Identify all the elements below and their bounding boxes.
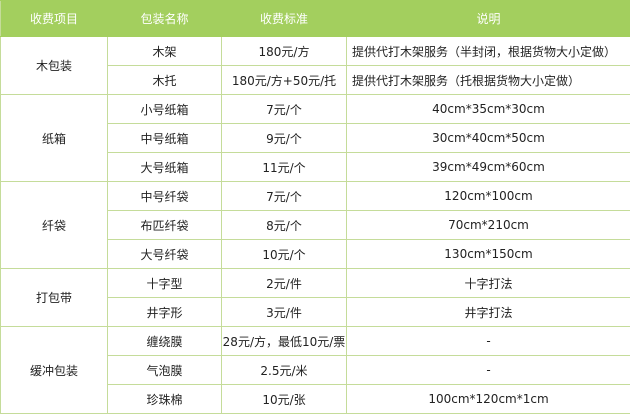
price-cell: 9元/个 bbox=[222, 124, 347, 153]
note-cell: 100cm*120cm*1cm bbox=[347, 385, 630, 414]
package-name-cell: 缠绕膜 bbox=[108, 327, 222, 356]
package-name-cell: 木托 bbox=[108, 66, 222, 95]
package-name-cell: 中号纤袋 bbox=[108, 182, 222, 211]
price-cell: 11元/个 bbox=[222, 153, 347, 182]
price-cell: 180元/方 bbox=[222, 37, 347, 66]
package-name-cell: 小号纸箱 bbox=[108, 95, 222, 124]
note-cell: - bbox=[347, 327, 630, 356]
package-name-cell: 井字形 bbox=[108, 298, 222, 327]
note-cell: 40cm*35cm*30cm bbox=[347, 95, 630, 124]
category-cell: 纤袋 bbox=[1, 182, 108, 269]
category-cell: 纸箱 bbox=[1, 95, 108, 182]
note-cell: 130cm*150cm bbox=[347, 240, 630, 269]
package-name-cell: 木架 bbox=[108, 37, 222, 66]
note-cell: 提供代打木架服务（半封闭，根据货物大小定做） bbox=[347, 37, 630, 66]
header-name: 包装名称 bbox=[108, 1, 222, 37]
package-name-cell: 珍珠棉 bbox=[108, 385, 222, 414]
package-name-cell: 气泡膜 bbox=[108, 356, 222, 385]
price-cell: 2元/件 bbox=[222, 269, 347, 298]
note-cell: 十字打法 bbox=[347, 269, 630, 298]
price-cell: 10元/个 bbox=[222, 240, 347, 269]
package-name-cell: 大号纸箱 bbox=[108, 153, 222, 182]
note-cell: - bbox=[347, 356, 630, 385]
price-cell: 10元/张 bbox=[222, 385, 347, 414]
note-cell: 39cm*49cm*60cm bbox=[347, 153, 630, 182]
price-cell: 28元/方，最低10元/票 bbox=[222, 327, 347, 356]
category-cell: 木包装 bbox=[1, 37, 108, 95]
header-price: 收费标准 bbox=[222, 1, 347, 37]
note-cell: 70cm*210cm bbox=[347, 211, 630, 240]
category-cell: 打包带 bbox=[1, 269, 108, 327]
table-header-row: 收费项目 包装名称 收费标准 说明 bbox=[1, 1, 630, 37]
package-name-cell: 中号纸箱 bbox=[108, 124, 222, 153]
price-cell: 180元/方+50元/托 bbox=[222, 66, 347, 95]
price-cell: 7元/个 bbox=[222, 95, 347, 124]
header-note: 说明 bbox=[347, 1, 630, 37]
category-cell: 缓冲包装 bbox=[1, 327, 108, 414]
package-name-cell: 布匹纤袋 bbox=[108, 211, 222, 240]
package-name-cell: 十字型 bbox=[108, 269, 222, 298]
note-cell: 提供代打木架服务（托根据货物大小定做） bbox=[347, 66, 630, 95]
note-cell: 120cm*100cm bbox=[347, 182, 630, 211]
price-cell: 3元/件 bbox=[222, 298, 347, 327]
price-cell: 7元/个 bbox=[222, 182, 347, 211]
note-cell: 井字打法 bbox=[347, 298, 630, 327]
header-category: 收费项目 bbox=[1, 1, 108, 37]
price-cell: 2.5元/米 bbox=[222, 356, 347, 385]
package-name-cell: 大号纤袋 bbox=[108, 240, 222, 269]
price-cell: 8元/个 bbox=[222, 211, 347, 240]
note-cell: 30cm*40cm*50cm bbox=[347, 124, 630, 153]
